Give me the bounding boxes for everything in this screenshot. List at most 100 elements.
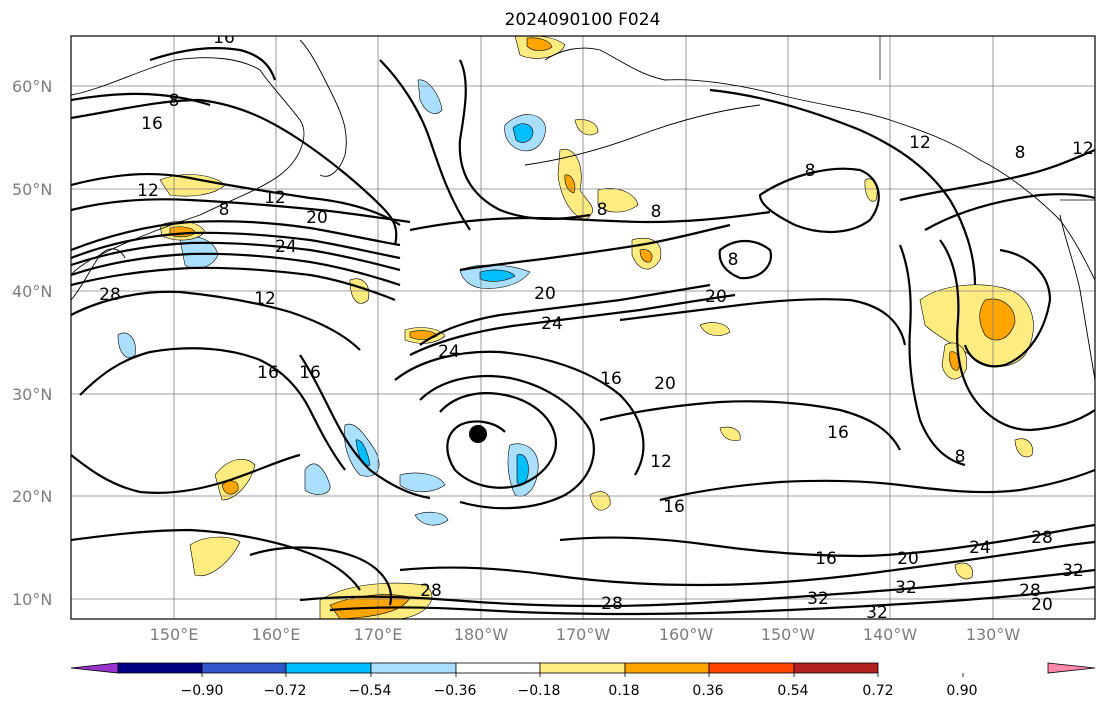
contour-label: 12 <box>909 133 931 153</box>
positive-shade <box>864 178 878 202</box>
contour-line <box>963 248 1052 368</box>
negative-shade <box>355 439 371 466</box>
contour-label: 28 <box>99 285 121 305</box>
contour-label: 12 <box>264 188 286 208</box>
coastlines <box>71 36 1095 381</box>
coastline-asia <box>71 57 305 276</box>
contour-line <box>71 231 401 260</box>
colorbar-segment <box>539 662 626 674</box>
coastline-kamchatka <box>299 39 347 177</box>
contour-label: 32 <box>1062 561 1084 581</box>
contour-line <box>899 148 1095 202</box>
positive-shade <box>719 426 741 441</box>
contour-label-layer: 16 8 16 12 12 20 24 8 28 12 16 16 24 20 … <box>99 36 1094 623</box>
colorbar-tick-label: −0.90 <box>180 683 224 699</box>
contour-line <box>939 239 1095 432</box>
contour-label: 8 <box>651 202 662 222</box>
colorbar-segment <box>285 662 372 674</box>
contour-line <box>299 568 1095 608</box>
negative-shade <box>304 463 331 495</box>
map-frame <box>70 35 1096 620</box>
contour-label: 24 <box>541 314 563 334</box>
graticule <box>71 36 1095 619</box>
contour-line <box>419 283 711 346</box>
contour-line <box>299 354 431 500</box>
positive-shade <box>564 174 576 194</box>
lat-label: 10°N <box>12 590 53 609</box>
positive-shade <box>979 298 1016 341</box>
contour-label: 20 <box>1031 595 1053 615</box>
lon-label: 170°W <box>555 625 611 644</box>
contour-layer <box>71 46 1095 616</box>
contour-line <box>71 98 398 246</box>
storm-center-marker <box>469 425 487 443</box>
negative-shade <box>414 511 449 526</box>
contour-label: 8 <box>597 200 608 220</box>
positive-shade <box>949 351 960 371</box>
colorbar-tick-label: 0.90 <box>946 683 978 699</box>
contour-label: 12 <box>650 452 672 472</box>
contour-line <box>659 468 1095 502</box>
colorbar-tick-label: −0.54 <box>348 683 392 699</box>
contour-label: 20 <box>705 287 727 307</box>
colorbar-tick-label: 0.18 <box>608 683 640 699</box>
contour-line <box>718 239 773 280</box>
contour-line <box>924 193 1095 231</box>
contour-label: 12 <box>137 181 159 201</box>
map-plot-area: 16 8 16 12 12 20 24 8 28 12 16 16 24 20 … <box>71 36 1095 623</box>
colorbar-tick-label: −0.18 <box>517 683 561 699</box>
contour-label: 24 <box>275 237 297 257</box>
contour-label: 32 <box>866 603 888 623</box>
colorbar-segment <box>708 662 795 674</box>
contour-label: 8 <box>169 91 180 111</box>
contour-label: 8 <box>1015 143 1026 163</box>
negative-shade <box>417 79 443 114</box>
contour-label: 8 <box>805 161 816 181</box>
negative-shade <box>512 123 534 143</box>
contour-line <box>419 374 595 510</box>
colorbar-segment <box>117 662 203 674</box>
contour-label: 16 <box>257 363 279 383</box>
positive-shade <box>189 536 241 577</box>
contour-label: 8 <box>955 447 966 467</box>
lon-label: 150°E <box>149 625 199 644</box>
contour-line <box>79 347 346 471</box>
colorbar-tick-label: −0.72 <box>263 683 307 699</box>
contour-line <box>458 59 591 220</box>
contour-label: 28 <box>1031 528 1053 548</box>
aleutian-chain <box>524 104 761 166</box>
negative-shade <box>479 269 516 282</box>
contour-label: 32 <box>807 589 829 609</box>
positive-shade <box>557 148 593 221</box>
negative-shade <box>117 332 136 358</box>
contour-line <box>439 392 558 489</box>
contour-label: 16 <box>815 549 837 569</box>
contour-line <box>71 220 401 252</box>
contour-line <box>409 293 736 356</box>
lon-label: 160°W <box>658 625 714 644</box>
colorbar-segment <box>201 662 287 674</box>
lat-label: 60°N <box>12 77 53 96</box>
colorbar-tick-label: 0.36 <box>692 683 724 699</box>
lat-label: 50°N <box>12 180 53 199</box>
colorbar-segment <box>370 662 457 674</box>
contour-label: 12 <box>1072 139 1094 159</box>
map-title: 2024090100 F024 <box>504 10 661 30</box>
contour-label: 24 <box>969 538 991 558</box>
contour-line <box>71 252 401 287</box>
contour-line <box>619 298 907 346</box>
contour-line <box>149 46 277 81</box>
positive-shade <box>954 562 973 580</box>
contour-label: 8 <box>728 250 739 270</box>
contour-line <box>71 198 411 224</box>
colorbar-extension-min <box>70 662 119 674</box>
colorbar-segment <box>455 662 541 674</box>
contour-line <box>71 266 396 302</box>
contour-line <box>71 92 211 107</box>
contour-label: 12 <box>254 289 276 309</box>
contour-line <box>71 241 401 272</box>
contour-label: 16 <box>663 497 685 517</box>
lon-label: 150°W <box>760 625 816 644</box>
contour-line <box>329 585 1095 616</box>
